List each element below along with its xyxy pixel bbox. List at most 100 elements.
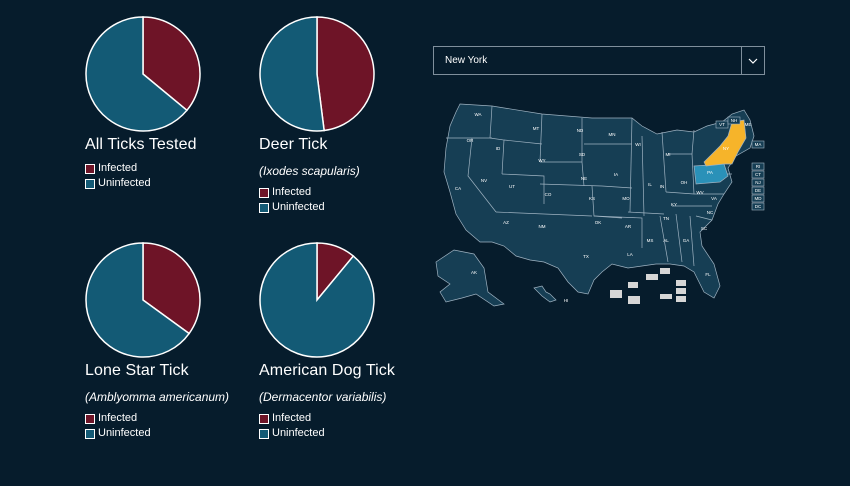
chart-legend: Infected Uninfected bbox=[85, 161, 151, 191]
chart-title: Lone Star Tick bbox=[85, 362, 189, 379]
uninfected-swatch bbox=[259, 202, 269, 213]
state-border[interactable] bbox=[593, 215, 643, 248]
chart-subtitle: (Amblyomma americanum) bbox=[85, 390, 230, 404]
us-map[interactable]: WA OR CA NV ID MT WY UT AZ CO NM ND SD NE KS OK TX MN IA MO… bbox=[432, 96, 772, 308]
pie-chart bbox=[259, 242, 375, 358]
state-label-tn: TN bbox=[663, 216, 669, 221]
state-label-hi: HI bbox=[564, 298, 569, 303]
legend-item-uninfected: Uninfected bbox=[259, 426, 325, 441]
state-label-id: ID bbox=[496, 146, 501, 151]
legend-label: Infected bbox=[272, 412, 312, 424]
state-tag-dc[interactable] bbox=[751, 202, 765, 211]
state-label-sd: SD bbox=[579, 152, 586, 157]
pie-slice-uninfected[interactable] bbox=[259, 242, 375, 358]
pie-chart bbox=[85, 16, 201, 132]
state-border[interactable] bbox=[495, 211, 545, 215]
state-label-al: AL bbox=[663, 238, 669, 243]
state-tag-label-ct: CT bbox=[755, 172, 761, 177]
map-land[interactable] bbox=[443, 103, 755, 299]
territory-shape[interactable] bbox=[676, 280, 686, 286]
territory-shape[interactable] bbox=[660, 294, 672, 299]
state-border[interactable] bbox=[695, 215, 713, 221]
state-label-il: IL bbox=[648, 182, 652, 187]
state-select-value: New York bbox=[445, 55, 488, 66]
state-label-ky: KY bbox=[671, 202, 677, 207]
state-border[interactable] bbox=[659, 215, 669, 263]
uninfected-swatch bbox=[259, 428, 269, 439]
pie-slice-infected[interactable] bbox=[142, 242, 201, 335]
state-border[interactable] bbox=[503, 139, 543, 145]
state-border[interactable] bbox=[539, 113, 543, 163]
state-label-mn: MN bbox=[609, 132, 616, 137]
state-border[interactable] bbox=[641, 135, 645, 217]
territory-shape[interactable] bbox=[660, 268, 670, 274]
territory-shape[interactable] bbox=[628, 282, 638, 288]
state-border[interactable] bbox=[581, 161, 585, 187]
state-border[interactable] bbox=[467, 137, 497, 213]
infected-swatch bbox=[85, 413, 95, 424]
state-border[interactable] bbox=[539, 183, 603, 187]
legend-label: Uninfected bbox=[272, 201, 325, 213]
legend-item-infected: Infected bbox=[85, 161, 151, 176]
chart-title: Deer Tick bbox=[259, 136, 328, 153]
uninfected-swatch bbox=[85, 428, 95, 439]
state-border[interactable] bbox=[689, 215, 695, 267]
chevron-down-icon bbox=[748, 58, 758, 64]
state-border[interactable] bbox=[543, 213, 593, 217]
pie-chart bbox=[259, 16, 375, 132]
state-border[interactable] bbox=[501, 173, 545, 204]
state-tag-label-dc: DC bbox=[755, 204, 762, 209]
state-tag-label-vt: VT bbox=[719, 122, 725, 127]
pie-slice-uninfected[interactable] bbox=[85, 242, 191, 358]
pie-slice-uninfected[interactable] bbox=[85, 16, 188, 132]
state-label-la: LA bbox=[627, 252, 633, 257]
state-tag-nj[interactable] bbox=[751, 178, 765, 187]
legend-label: Uninfected bbox=[272, 427, 325, 439]
pie-slice-uninfected[interactable] bbox=[259, 16, 325, 132]
state-tag-ma[interactable] bbox=[751, 140, 765, 149]
state-border[interactable] bbox=[691, 129, 695, 155]
chart-title: All Ticks Tested bbox=[85, 136, 197, 153]
state-label-nm: NM bbox=[539, 224, 546, 229]
state-border[interactable] bbox=[629, 117, 633, 213]
territory-shape[interactable] bbox=[610, 290, 622, 298]
chart-title: American Dog Tick bbox=[259, 362, 395, 379]
state-select[interactable]: New York bbox=[433, 46, 765, 75]
state-border[interactable] bbox=[627, 211, 665, 215]
legend-label: Uninfected bbox=[98, 177, 151, 189]
state-label-ia: IA bbox=[614, 172, 618, 177]
state-tag-ri[interactable] bbox=[751, 162, 765, 171]
state-tag-vt[interactable] bbox=[715, 120, 729, 129]
state-border[interactable] bbox=[675, 213, 683, 263]
state-tag-nh[interactable] bbox=[727, 116, 741, 125]
state-border[interactable] bbox=[661, 131, 667, 193]
state-border[interactable] bbox=[489, 105, 493, 139]
state-label-sc: SC bbox=[701, 226, 708, 231]
state-hi[interactable] bbox=[533, 285, 557, 303]
state-tag-md[interactable] bbox=[751, 194, 765, 203]
state-border[interactable] bbox=[665, 191, 695, 195]
state-label-wy: WY bbox=[538, 158, 545, 163]
pie-slice-infected[interactable] bbox=[142, 16, 201, 112]
state-tag-ct[interactable] bbox=[751, 170, 765, 179]
state-label-or: OR bbox=[467, 138, 475, 143]
territory-shape[interactable] bbox=[676, 296, 686, 302]
state-label-wi: WI bbox=[635, 142, 641, 147]
pie-slice-infected[interactable] bbox=[316, 16, 375, 132]
state-label-ga: GA bbox=[683, 238, 690, 243]
dropdown-toggle[interactable] bbox=[741, 47, 764, 74]
state-ak[interactable] bbox=[435, 249, 505, 307]
territory-shape[interactable] bbox=[676, 288, 686, 294]
chart-subtitle: (Dermacentor variabilis) bbox=[259, 390, 387, 404]
state-ny[interactable] bbox=[703, 119, 747, 167]
territory-shape[interactable] bbox=[628, 296, 640, 304]
legend-label: Infected bbox=[98, 162, 138, 174]
state-label-oh: OH bbox=[681, 180, 688, 185]
territory-shape[interactable] bbox=[646, 274, 658, 280]
state-border[interactable] bbox=[601, 185, 633, 189]
infected-swatch bbox=[85, 163, 95, 174]
state-tag-de[interactable] bbox=[751, 186, 765, 195]
state-label-co: CO bbox=[545, 192, 552, 197]
state-label-ak: AK bbox=[471, 270, 477, 275]
state-tag-label-ma: MA bbox=[755, 142, 762, 147]
